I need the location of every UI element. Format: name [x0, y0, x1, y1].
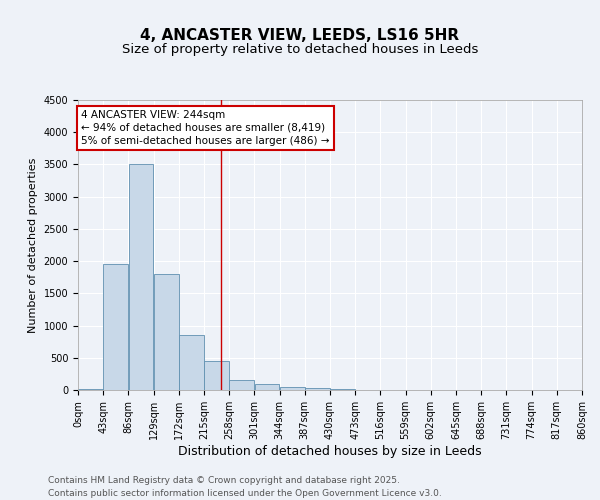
- Bar: [229, 380, 254, 390]
- Text: 4 ANCASTER VIEW: 244sqm
← 94% of detached houses are smaller (8,419)
5% of semi-: 4 ANCASTER VIEW: 244sqm ← 94% of detache…: [81, 110, 329, 146]
- Bar: [154, 274, 179, 390]
- Bar: [179, 335, 204, 390]
- Bar: [103, 264, 128, 390]
- Bar: [330, 389, 355, 390]
- Bar: [254, 384, 280, 390]
- Y-axis label: Number of detached properties: Number of detached properties: [28, 158, 38, 332]
- Text: 4, ANCASTER VIEW, LEEDS, LS16 5HR: 4, ANCASTER VIEW, LEEDS, LS16 5HR: [140, 28, 460, 42]
- X-axis label: Distribution of detached houses by size in Leeds: Distribution of detached houses by size …: [178, 444, 482, 458]
- Bar: [128, 164, 154, 390]
- Bar: [204, 361, 229, 390]
- Bar: [280, 387, 305, 390]
- Text: Contains HM Land Registry data © Crown copyright and database right 2025.
Contai: Contains HM Land Registry data © Crown c…: [48, 476, 442, 498]
- Text: Size of property relative to detached houses in Leeds: Size of property relative to detached ho…: [122, 42, 478, 56]
- Bar: [78, 388, 103, 390]
- Bar: [305, 388, 330, 390]
